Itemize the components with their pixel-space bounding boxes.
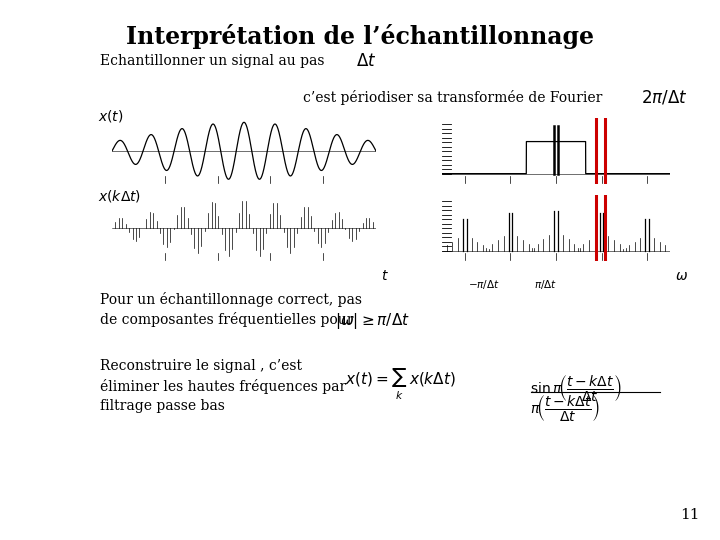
Text: Interprétation de l’échantillonnage: Interprétation de l’échantillonnage [126, 24, 594, 49]
Text: $x(t)$: $x(t)$ [98, 108, 124, 124]
Text: c’est périodiser sa transformée de Fourier: c’est périodiser sa transformée de Fouri… [303, 90, 603, 105]
Text: $x(t) = \sum_k \; x(k\Delta t)$: $x(t) = \sum_k \; x(k\Delta t)$ [345, 368, 456, 402]
Text: $-\pi / \Delta t$: $-\pi / \Delta t$ [468, 278, 500, 291]
Text: $2\pi / \Delta t$: $2\pi / \Delta t$ [641, 89, 688, 107]
Text: $|\omega| \geq \pi / \Delta t$: $|\omega| \geq \pi / \Delta t$ [335, 311, 410, 331]
Text: $\pi / \Delta t$: $\pi / \Delta t$ [534, 278, 557, 291]
Text: Echantillonner un signal au pas: Echantillonner un signal au pas [100, 54, 325, 68]
Text: $t$: $t$ [381, 269, 389, 283]
Text: $\pi\!\left(\dfrac{t - k\Delta t}{\Delta t}\right)$: $\pi\!\left(\dfrac{t - k\Delta t}{\Delta… [530, 393, 600, 423]
Text: $\omega$: $\omega$ [675, 269, 688, 283]
Text: Pour un échantillonnage correct, pas: Pour un échantillonnage correct, pas [100, 292, 362, 307]
Text: $\sin\pi\!\left(\dfrac{t - k\Delta t}{\Delta t}\right)$: $\sin\pi\!\left(\dfrac{t - k\Delta t}{\D… [530, 373, 622, 403]
Text: Reconstruire le signal , c’est: Reconstruire le signal , c’est [100, 359, 302, 373]
Text: éliminer les hautes fréquences par: éliminer les hautes fréquences par [100, 379, 346, 394]
Text: de composantes fréquentielles pour: de composantes fréquentielles pour [100, 312, 354, 327]
Text: filtrage passe bas: filtrage passe bas [100, 399, 225, 413]
Text: $x(k\Delta t)$: $x(k\Delta t)$ [98, 188, 141, 204]
Text: 11: 11 [680, 508, 700, 522]
Text: $\Delta t$: $\Delta t$ [356, 53, 377, 70]
